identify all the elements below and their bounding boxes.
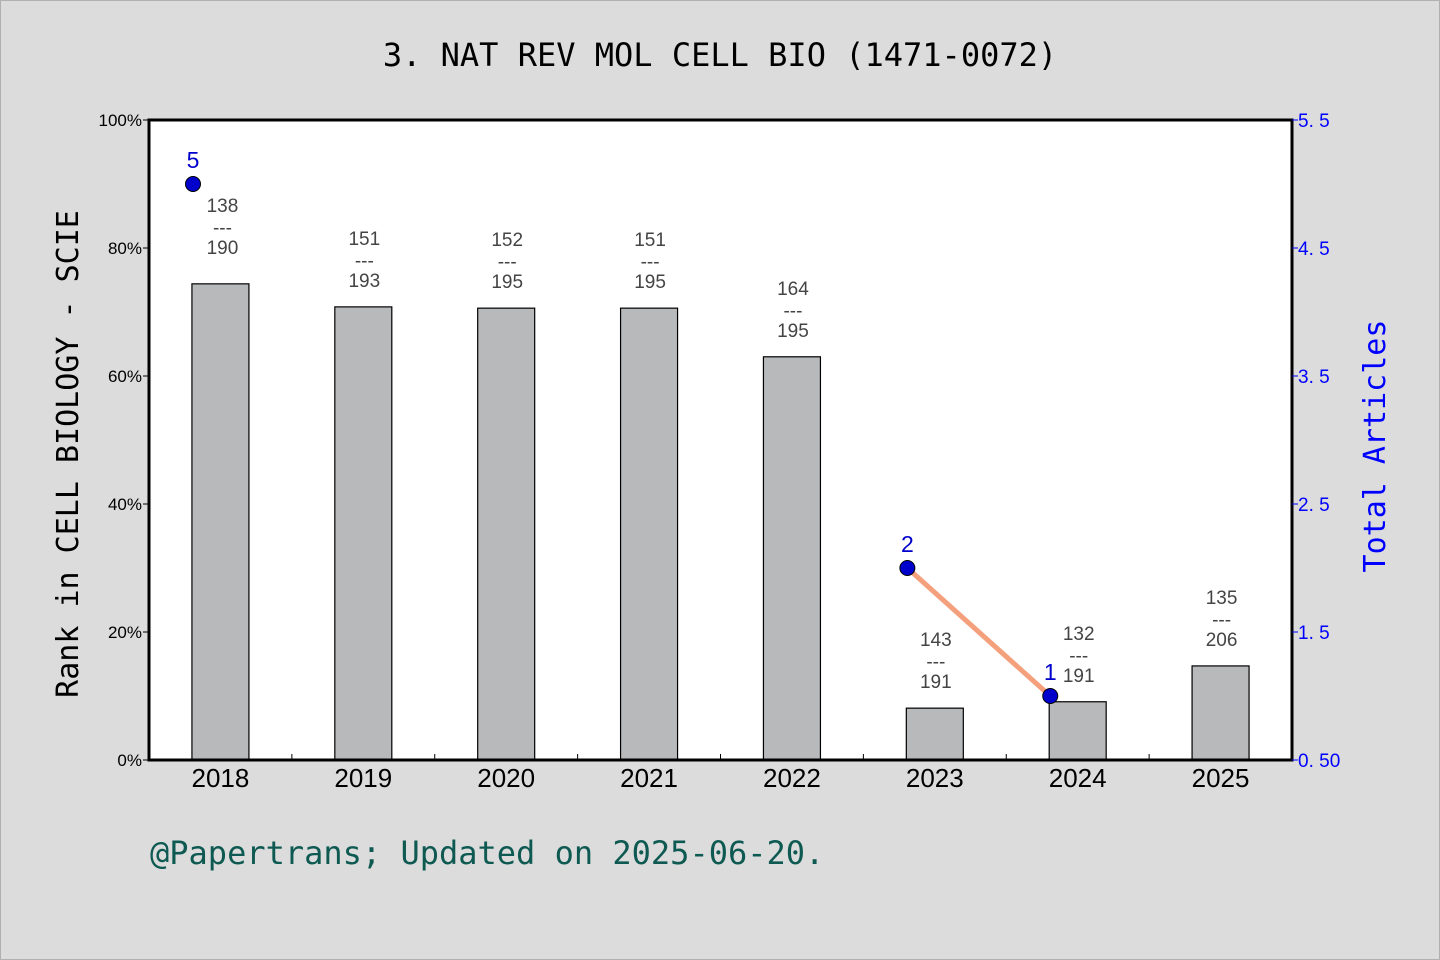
articles-point: [899, 560, 916, 576]
annotation-total: 206: [1206, 630, 1238, 651]
y-tick-label: 100%: [99, 111, 142, 130]
annotation-separator: ---: [498, 252, 517, 273]
y-tick-label: 40%: [108, 495, 142, 514]
articles-point: [1042, 688, 1059, 704]
footer-credit: @Papertrans; Updated on 2025-06-20.: [150, 834, 825, 872]
annotation-separator: ---: [1212, 610, 1231, 631]
bar-2023: [905, 707, 964, 761]
chart-title: 3. NAT REV MOL CELL BIO (1471-0072): [382, 36, 1058, 74]
annotation-total: 195: [634, 272, 666, 293]
bar-2018: [191, 283, 250, 761]
x-tick-label: 2018: [192, 763, 250, 793]
annotation-rank: 138: [207, 196, 239, 217]
annotation-rank: 151: [634, 230, 666, 251]
annotation-separator: ---: [355, 251, 374, 272]
y-tick-label: 60%: [108, 367, 142, 386]
annotation-rank: 143: [920, 630, 952, 651]
annotation-separator: ---: [641, 252, 660, 273]
articles-point-label: 1: [1044, 659, 1057, 685]
annotation-total: 191: [1063, 666, 1095, 687]
annotation-total: 193: [348, 271, 380, 292]
annotation-total: 195: [777, 321, 809, 342]
articles-line: [905, 566, 1052, 698]
annotation-rank: 152: [491, 230, 523, 251]
annotation-rank: 164: [777, 279, 809, 300]
x-tick-label: 2023: [906, 763, 964, 793]
annotation-total: 190: [207, 238, 239, 259]
articles-point-label: 2: [901, 531, 914, 557]
y2-tick-label: 0. 50: [1298, 751, 1340, 772]
y2-tick-label: 2. 5: [1298, 495, 1330, 516]
annotation-rank: 151: [348, 229, 380, 250]
x-tick-label: 2020: [477, 763, 535, 793]
y-tick-label: 20%: [108, 623, 142, 642]
x-tick-label: 2019: [334, 763, 392, 793]
y2-tick-label: 1. 5: [1298, 623, 1330, 644]
y2-axis-label: Total Articles: [1358, 320, 1393, 573]
bar-2021: [619, 307, 679, 761]
annotation-rank: 135: [1206, 588, 1238, 609]
y2-tick-label: 4. 5: [1298, 239, 1330, 260]
bar-2025: [1191, 665, 1250, 761]
x-tick-label: 2025: [1192, 763, 1250, 793]
articles-point: [185, 176, 201, 192]
plot-area: [149, 120, 1292, 760]
bar-2019: [334, 306, 393, 761]
x-tick-label: 2024: [1049, 763, 1107, 793]
y-axis-label: Rank in CELL BIOLOGY - SCIE: [51, 210, 86, 698]
annotation-separator: ---: [926, 652, 945, 673]
x-tick-label: 2021: [620, 763, 678, 793]
annotation-separator: ---: [783, 301, 802, 322]
annotation-rank: 132: [1063, 624, 1095, 645]
bar-2020: [477, 307, 536, 761]
annotation-total: 195: [491, 272, 523, 293]
x-tick-label: 2022: [763, 763, 821, 793]
annotation-separator: ---: [213, 218, 232, 239]
bar-2022: [762, 356, 822, 761]
annotation-total: 191: [920, 672, 952, 693]
y2-tick-label: 5. 5: [1298, 111, 1330, 132]
annotation-separator: ---: [1069, 646, 1088, 667]
y-tick-label: 0%: [117, 751, 142, 770]
y2-tick-label: 3. 5: [1298, 367, 1330, 388]
y-tick-label: 80%: [108, 239, 142, 258]
bar-2024: [1048, 701, 1107, 761]
articles-point-label: 5: [187, 147, 200, 173]
